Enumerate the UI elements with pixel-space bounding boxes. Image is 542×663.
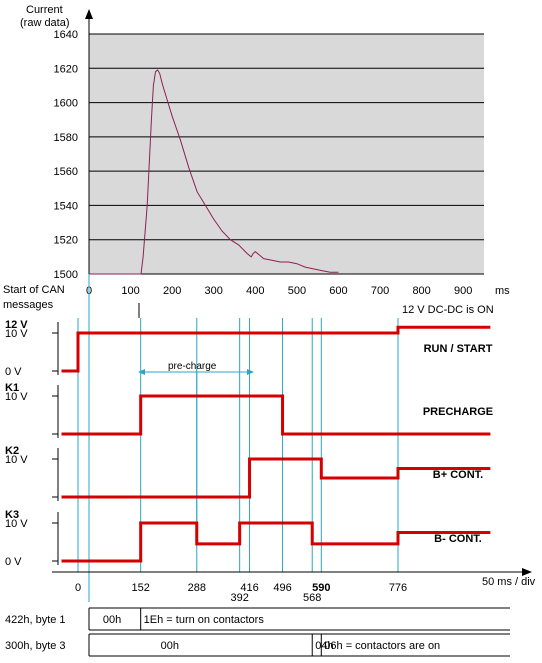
signal-level-low-label: 0 V — [5, 366, 22, 378]
x-tick-label: 200 — [163, 285, 181, 297]
signal-level-high-label: 10 V — [5, 391, 28, 403]
signal-trace — [61, 394, 491, 436]
signal-level-low-label: 0 V — [5, 556, 22, 568]
signal-level-high-label: 10 V — [5, 518, 28, 530]
x-tick-label: 300 — [205, 285, 223, 297]
current-series-line — [89, 69, 339, 275]
signal-level-high-label: 10 V — [5, 328, 28, 340]
y-tick-label: 1560 — [54, 166, 78, 178]
event-marker-lines — [77, 274, 399, 602]
timing-tick-label: 0 — [75, 582, 81, 594]
timing-tick-label: 152 — [132, 582, 150, 594]
can-message-rows: 422h, byte 1 00h 1Eh = turn on contactors 3… — [5, 607, 510, 657]
plot-area — [89, 34, 484, 274]
y-tick-label: 1520 — [54, 235, 78, 247]
can-cell-text: 06h = contactors are on — [324, 640, 440, 652]
signal-trace — [61, 521, 491, 563]
x-tick-label: 900 — [454, 285, 472, 297]
signal-label: PRECHARGE — [423, 406, 493, 418]
timing-tick-label: 392 — [230, 592, 248, 604]
timing-x-axis-arrow — [522, 568, 532, 576]
signal-label: RUN / START — [424, 343, 493, 355]
can-cell-text: 04h — [315, 640, 333, 652]
x-tick-label: 100 — [121, 285, 139, 297]
timing-tick-label: 288 — [188, 582, 206, 594]
signal-label: B- CONT. — [434, 533, 482, 545]
dcdc-on-label: 12 V DC-DC is ON — [402, 304, 494, 316]
x-tick-label: 700 — [371, 285, 389, 297]
y-gridlines — [89, 33, 484, 275]
can-start-label-line2: messages — [3, 299, 54, 311]
signal-name: K3 — [5, 509, 19, 521]
signal-level-high-label: 10 V — [5, 454, 28, 466]
y-tick-label: 1580 — [54, 132, 78, 144]
x-tick-label: 500 — [288, 285, 306, 297]
precharge-label: pre-charge — [168, 361, 217, 372]
timing-tick-label: 416 — [240, 582, 258, 594]
x-tick-label: 800 — [412, 285, 430, 297]
timing-tick-label: 496 — [273, 582, 291, 594]
timing-tick-label: 590 — [312, 582, 330, 594]
x-tick-label: 400 — [246, 285, 264, 297]
y-axis-label-line2: (raw data) — [20, 17, 70, 29]
signal-label: B+ CONT. — [433, 469, 483, 481]
timing-tick-label: 568 — [303, 592, 321, 604]
precharge-arrow-right-head — [247, 369, 254, 375]
y-tick-label: 1620 — [54, 63, 78, 75]
signal-trace — [61, 457, 491, 499]
y-axis-arrow — [85, 9, 93, 19]
y-tick-label: 1640 — [54, 29, 78, 41]
y-tick-label: 1600 — [54, 98, 78, 110]
y-tick-labels: 1500 1520 1540 1560 1580 1600 1620 1640 — [54, 29, 78, 281]
signal-name: K1 — [5, 382, 19, 394]
can-row-label: 300h, byte 3 — [5, 640, 66, 652]
timing-tick-label: 776 — [389, 582, 407, 594]
precharge-arrow-left-head — [138, 369, 145, 375]
can-cell-text: 1Eh = turn on contactors — [144, 614, 265, 626]
can-cell-text: 00h — [103, 614, 121, 626]
signal-trace — [61, 325, 491, 373]
signal-name: 12 V — [5, 319, 28, 331]
x-axis-unit: ms — [495, 285, 510, 297]
y-tick-label: 1540 — [54, 200, 78, 212]
can-row-label: 422h, byte 1 — [5, 614, 66, 626]
y-axis-label-line1: Current — [26, 4, 63, 16]
y-tick-label: 1500 — [54, 269, 78, 281]
can-start-label-line1: Start of CAN — [3, 284, 65, 296]
can-cell-text: 00h — [161, 640, 179, 652]
x-tick-label: 600 — [329, 285, 347, 297]
signal-name: K2 — [5, 445, 19, 457]
timing-x-unit: 50 ms / div — [482, 576, 536, 588]
